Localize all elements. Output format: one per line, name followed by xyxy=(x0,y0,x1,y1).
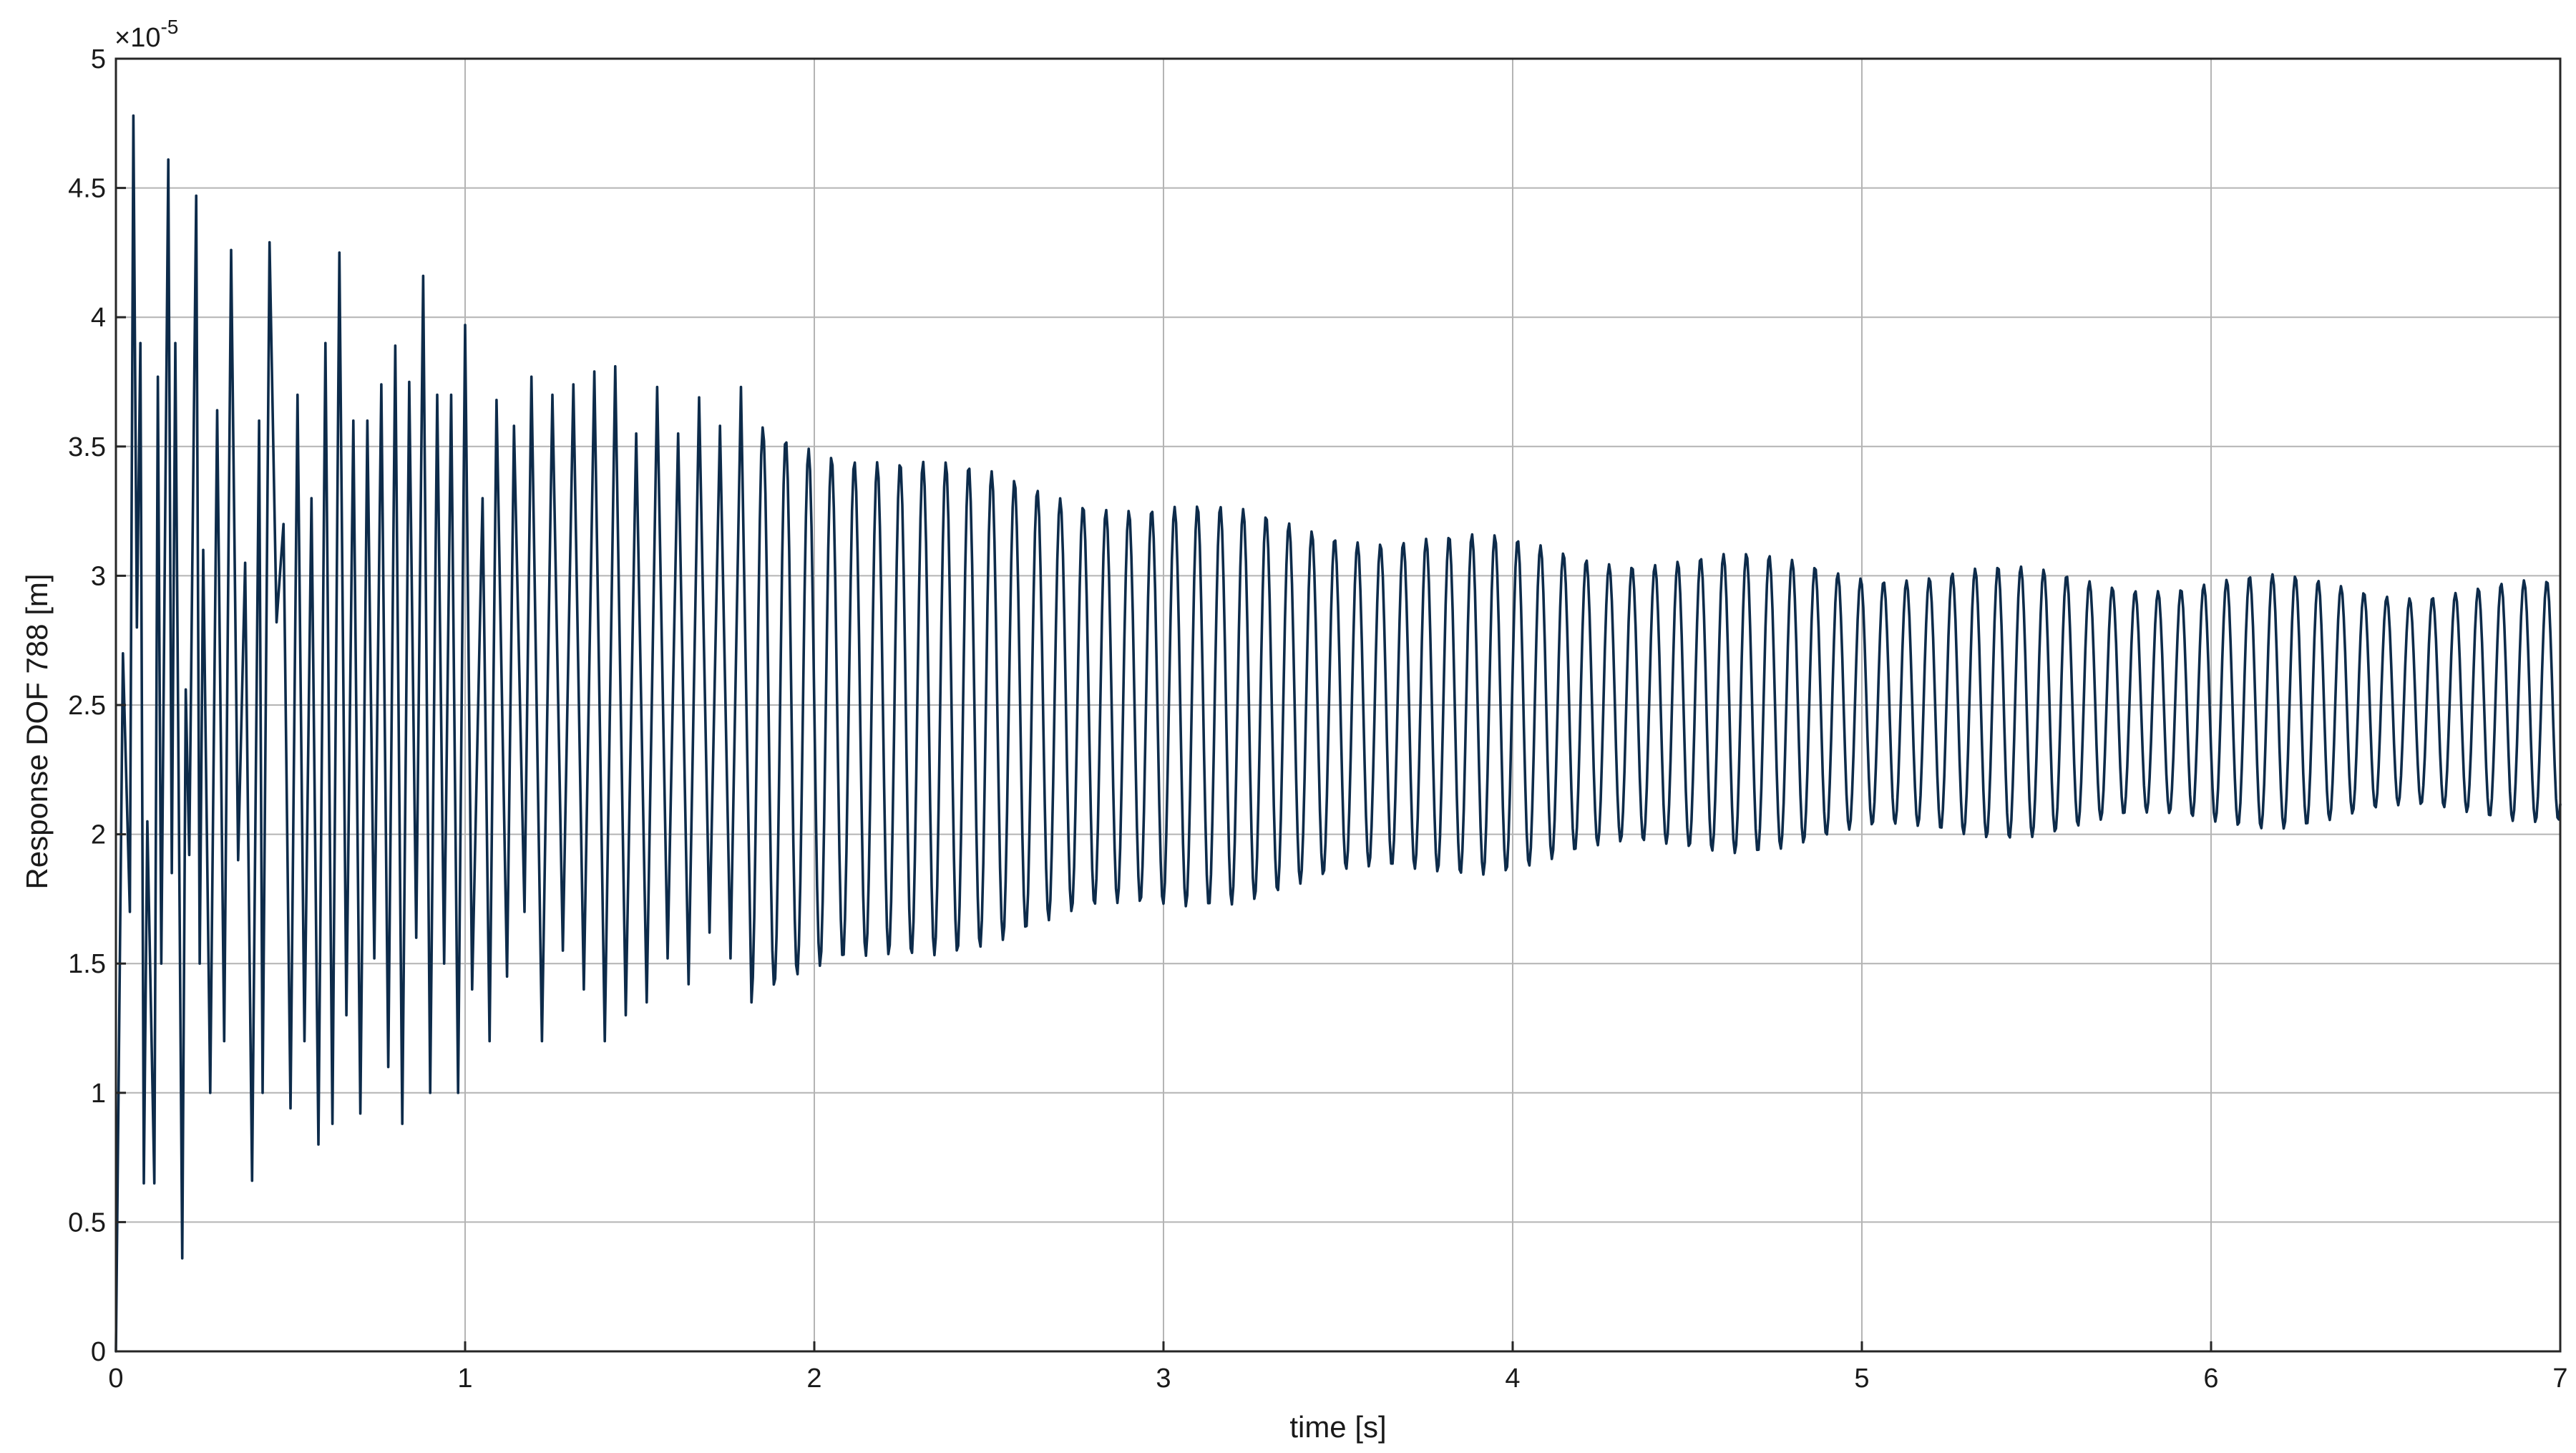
y-tick-label: 4.5 xyxy=(68,174,106,204)
x-axis-tick-labels: 0 1 2 3 4 5 6 7 xyxy=(108,1364,2567,1394)
y-tick-label: 0.5 xyxy=(68,1207,106,1238)
y-tick-label: 4 xyxy=(91,303,106,333)
x-tick-label: 0 xyxy=(108,1364,123,1394)
y-axis-tick-labels: 0 0.5 1 1.5 2 2.5 3 3.5 4 4.5 5 xyxy=(68,44,106,1367)
x-tick-label: 2 xyxy=(806,1364,821,1394)
x-tick-label: 1 xyxy=(457,1364,472,1394)
response-series-line xyxy=(114,114,2562,1353)
y-axis-multiplier: ×10-5 xyxy=(114,16,178,53)
y-axis-multiplier-exponent: -5 xyxy=(160,16,178,38)
y-tick-label: 2 xyxy=(91,820,106,850)
x-tick-label: 3 xyxy=(1156,1364,1171,1394)
y-axis-multiplier-base: ×10 xyxy=(114,23,160,53)
y-tick-label: 1.5 xyxy=(68,949,106,979)
x-tick-label: 7 xyxy=(2552,1364,2567,1394)
x-tick-label: 4 xyxy=(1505,1364,1520,1394)
grid-lines xyxy=(116,59,2560,1351)
tick-marks xyxy=(114,57,2562,1353)
plot-series xyxy=(114,114,2562,1353)
x-tick-label: 6 xyxy=(2203,1364,2218,1394)
x-axis-label: time [s] xyxy=(1289,1410,1386,1444)
y-axis-label: Response DOF 788 [m] xyxy=(20,573,54,889)
y-tick-label: 5 xyxy=(91,44,106,74)
y-tick-label: 1 xyxy=(91,1079,106,1109)
y-tick-label: 3 xyxy=(91,561,106,591)
y-tick-label: 2.5 xyxy=(68,691,106,721)
y-tick-label: 0 xyxy=(91,1337,106,1367)
x-tick-label: 5 xyxy=(1854,1364,1869,1394)
y-tick-label: 3.5 xyxy=(68,432,106,462)
